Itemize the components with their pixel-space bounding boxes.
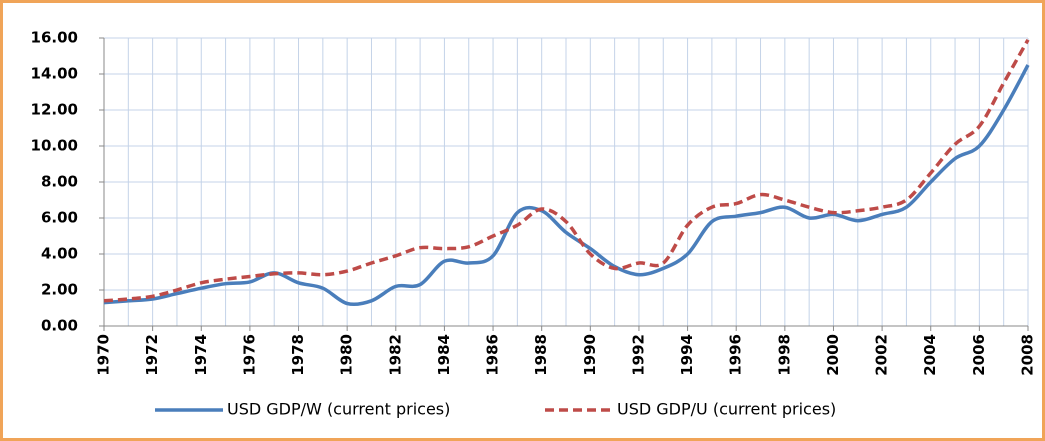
y-tick-label: 12.00	[31, 101, 78, 119]
y-tick-label: 2.00	[41, 281, 78, 299]
x-tick-label: 2004	[921, 334, 939, 376]
x-tick-label: 1992	[629, 334, 647, 376]
x-tick-label: 1990	[581, 334, 599, 376]
x-tick-label: 1980	[338, 334, 356, 376]
x-tick-label: 1996	[727, 334, 745, 376]
x-tick-label: 2008	[1019, 334, 1037, 376]
x-tick-label: 1998	[775, 334, 793, 376]
series-line	[103, 64, 1030, 307]
x-tick-label: 2000	[824, 334, 842, 376]
x-tick-label: 2006	[970, 334, 988, 376]
x-tick-label: 1972	[143, 334, 161, 376]
x-tick-label: 1970	[95, 334, 113, 376]
y-tick-label: 14.00	[31, 65, 78, 83]
x-tick-label: 1976	[240, 334, 258, 376]
x-tick-label: 1986	[484, 334, 502, 376]
y-tick-label: 8.00	[41, 173, 78, 191]
x-tick-label: 1978	[289, 334, 307, 376]
x-tick-label: 1982	[386, 334, 404, 376]
legend-label: USD GDP/W (current prices)	[227, 400, 450, 419]
x-tick-label: 1994	[678, 334, 696, 376]
y-tick-label: 0.00	[41, 317, 78, 335]
x-tick-label: 2002	[873, 334, 891, 376]
y-tick-label: 6.00	[41, 209, 78, 227]
x-tick-label: 1988	[532, 334, 550, 376]
y-tick-label: 10.00	[31, 137, 78, 155]
y-tick-label: 4.00	[41, 245, 78, 263]
x-tick-label: 1984	[435, 334, 453, 376]
series-line	[103, 38, 1030, 303]
x-tick-label: 1974	[192, 334, 210, 376]
legend-label: USD GDP/U (current prices)	[617, 400, 836, 419]
y-tick-label: 16.00	[31, 29, 78, 47]
